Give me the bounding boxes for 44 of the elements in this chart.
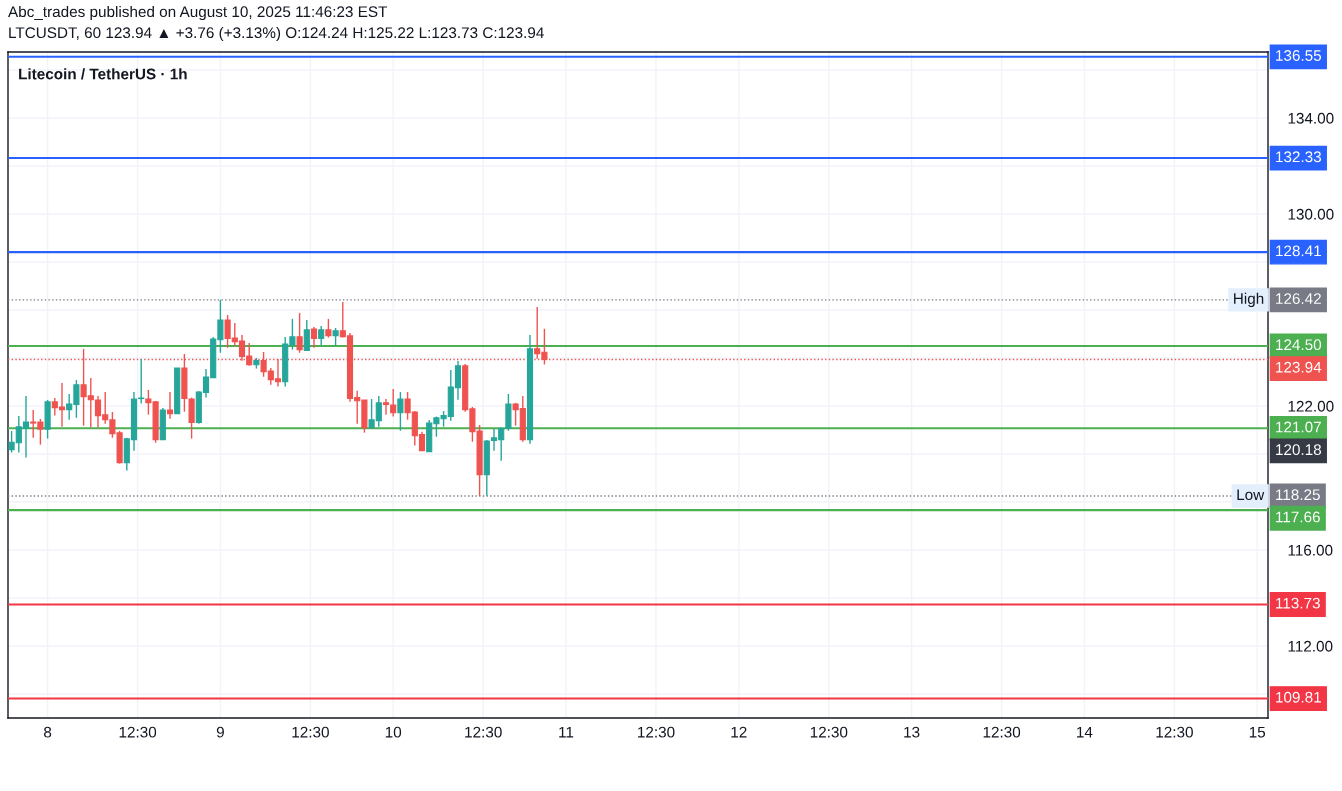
candlestick	[325, 318, 332, 339]
y-tick-label: 134.00	[1288, 112, 1334, 124]
x-tick-label: 10	[385, 726, 402, 738]
x-tick-label: 12	[731, 726, 747, 738]
ref-line-label: 123.94	[1276, 361, 1322, 373]
chart-subtitle: LTCUSDT, 60 123.94 ▲ +3.76 (+3.13%) O:124.24 H:125.22 L:123.73 C:123.94	[9, 26, 544, 42]
ref-line-label: 121.07	[1276, 421, 1321, 433]
annotation: High	[1234, 292, 1264, 308]
chart-title: Abc_trades published on August 10, 2025 11:46:23 EST	[8, 5, 388, 21]
candlestick	[296, 312, 303, 354]
x-tick-label: 13	[904, 726, 920, 738]
ref-line-label: 109.81	[1276, 691, 1321, 703]
annotation: Low	[1237, 489, 1265, 501]
y-tick-label: 116.00	[1288, 544, 1333, 556]
x-tick-label: 15	[1249, 726, 1266, 738]
x-tick-label: 12:30	[119, 726, 157, 738]
x-tick-label: 12:30	[810, 726, 848, 738]
x-tick-label: 12:30	[1156, 726, 1193, 738]
ref-line-label: 126.42	[1276, 293, 1321, 305]
ref-line-label: 117.66	[1276, 511, 1320, 523]
x-tick-label: 14	[1077, 726, 1093, 738]
ref-line-label: 113.73	[1276, 597, 1320, 609]
ref-line-label: 128.41	[1276, 245, 1321, 257]
y-tick-label: 112.00	[1288, 640, 1333, 652]
y-tick-label: 122.00	[1288, 400, 1334, 412]
x-tick-label: 9	[216, 726, 224, 738]
x-tick-label: 11	[559, 726, 574, 738]
ref-line-label: 124.50	[1276, 339, 1322, 351]
ref-line-label: 136.55	[1276, 50, 1322, 61]
x-tick-label: 12:30	[292, 726, 329, 738]
candlestick	[318, 325, 325, 346]
y-tick-label: 130.00	[1288, 208, 1334, 220]
x-tick-label: 12:30	[465, 726, 502, 738]
candlestick	[303, 319, 310, 352]
candlestick	[166, 391, 174, 420]
candlestick	[397, 391, 404, 432]
text: 120.18	[1276, 444, 1322, 456]
ref-line-label: 118.25	[1276, 489, 1320, 501]
candlestick	[310, 326, 318, 349]
x-tick-label: 8	[44, 726, 52, 738]
x-tick-label: 12:30	[983, 726, 1021, 738]
annotation: Litecoin / TetherUS · 1h	[19, 68, 187, 80]
ref-line-label: 132.33	[1276, 151, 1321, 163]
x-tick-label: 12:30	[638, 726, 675, 738]
